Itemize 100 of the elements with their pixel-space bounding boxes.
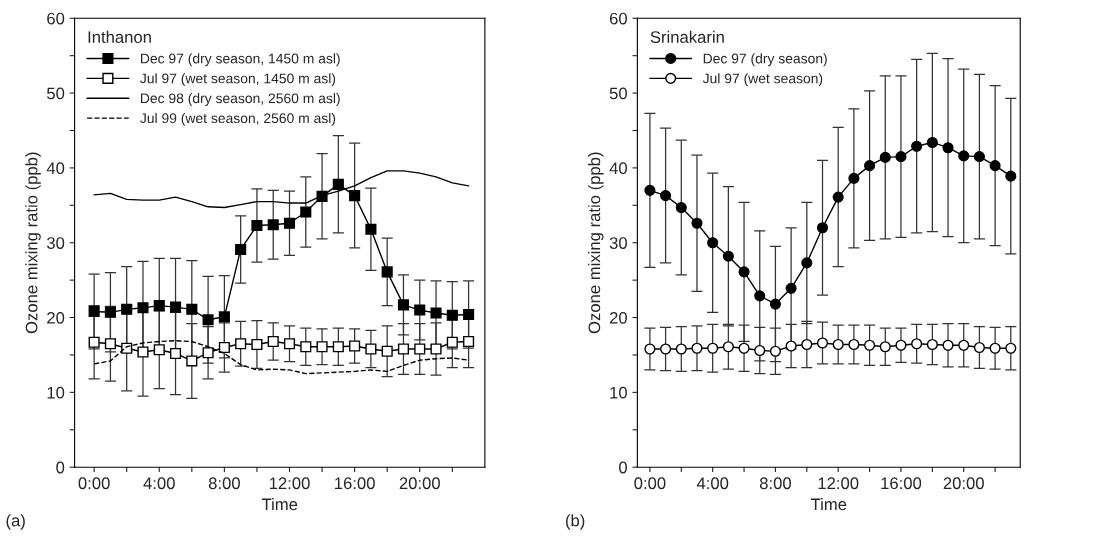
point xyxy=(463,335,475,348)
y-tick-label: 50 xyxy=(47,87,65,100)
point xyxy=(738,266,750,278)
y-axis-title: Ozone mixing ratio (ppb) xyxy=(588,152,604,334)
point xyxy=(153,300,165,312)
point xyxy=(879,341,891,353)
point xyxy=(300,206,312,218)
point xyxy=(989,160,1001,172)
point xyxy=(801,338,813,351)
point xyxy=(397,299,410,311)
point xyxy=(463,308,475,321)
point xyxy=(801,257,813,269)
legend-label: Dec 97 (dry season) xyxy=(703,53,827,67)
y-tick-label: 20 xyxy=(609,311,627,324)
point xyxy=(218,341,230,354)
point xyxy=(816,337,829,349)
point xyxy=(722,250,734,262)
point xyxy=(722,341,734,353)
point xyxy=(769,298,781,310)
point xyxy=(1005,342,1017,354)
point xyxy=(785,340,797,352)
y-axis-title: Ozone mixing ratio (ppb) xyxy=(25,152,41,334)
legend-title: Srinakarin xyxy=(650,30,724,43)
y-tick-label: 0 xyxy=(619,461,627,474)
point xyxy=(754,344,766,357)
x-tick-label: 20:00 xyxy=(399,477,440,490)
x-tick-label: 16:00 xyxy=(335,477,375,490)
point xyxy=(973,341,985,354)
point xyxy=(397,343,410,355)
point xyxy=(349,190,361,202)
x-tick-label: 12:00 xyxy=(818,477,859,490)
point xyxy=(911,140,923,152)
y-tick-label: 30 xyxy=(46,237,65,249)
point xyxy=(381,345,393,357)
x-axis-title: Time xyxy=(261,498,298,511)
point xyxy=(267,219,279,231)
point xyxy=(738,342,750,354)
point xyxy=(911,338,923,350)
point xyxy=(675,343,687,355)
legend-label: Jul 97 (wet season, 1450 m asl) xyxy=(140,73,336,87)
y-tick-label: 40 xyxy=(609,162,627,175)
point xyxy=(707,342,719,354)
point xyxy=(169,347,182,360)
point xyxy=(989,342,1001,354)
point xyxy=(958,339,970,351)
point xyxy=(644,184,656,196)
point xyxy=(848,338,860,351)
legend-title: Inthanon xyxy=(88,30,151,43)
point xyxy=(942,142,954,154)
point xyxy=(202,347,214,359)
point xyxy=(235,243,247,256)
point xyxy=(660,343,672,355)
point xyxy=(300,341,312,353)
x-tick-label: 20:00 xyxy=(943,477,984,490)
point xyxy=(895,339,907,351)
point xyxy=(816,222,829,234)
point xyxy=(446,309,458,321)
text: (a) xyxy=(6,514,25,530)
point xyxy=(251,219,263,232)
point xyxy=(332,341,344,353)
point xyxy=(785,282,797,294)
point xyxy=(251,338,263,351)
point xyxy=(202,314,214,326)
point xyxy=(430,307,442,319)
point xyxy=(218,311,230,323)
point xyxy=(169,301,182,313)
y-tick-label: 50 xyxy=(609,87,627,100)
x-tick-label: 0:00 xyxy=(78,477,110,490)
x-tick-label: 0:00 xyxy=(634,477,666,490)
point xyxy=(864,339,876,351)
point xyxy=(186,355,198,367)
point xyxy=(88,306,100,318)
x-tick-label: 4:00 xyxy=(696,477,729,490)
point xyxy=(349,340,361,352)
x-tick-label: 8:00 xyxy=(208,477,240,490)
y-tick-label: 60 xyxy=(47,12,65,25)
point xyxy=(430,343,442,355)
point xyxy=(848,172,860,184)
point xyxy=(446,336,458,348)
point xyxy=(316,341,328,353)
x-tick-label: 8:00 xyxy=(759,477,791,490)
x-axis-title: Time xyxy=(810,498,847,511)
point xyxy=(414,304,426,316)
legend-label: Dec 97 (dry season, 1450 m asl) xyxy=(141,53,340,67)
y-tick-label: 10 xyxy=(47,386,65,399)
y-tick-label: 40 xyxy=(46,162,65,175)
x-tick-label: 16:00 xyxy=(881,477,922,490)
point xyxy=(104,338,116,350)
x-tick-label: 12:00 xyxy=(269,477,310,490)
point xyxy=(365,223,377,235)
point xyxy=(267,335,279,348)
point xyxy=(879,151,891,163)
point xyxy=(137,302,149,314)
point xyxy=(153,344,165,356)
legend-label: Dec 98 (dry season, 2560 m asl) xyxy=(141,93,340,106)
y-tick-label: 0 xyxy=(56,461,65,474)
y-tick-label: 60 xyxy=(609,12,627,25)
point xyxy=(381,266,393,278)
point xyxy=(769,345,781,357)
point xyxy=(1005,170,1017,182)
